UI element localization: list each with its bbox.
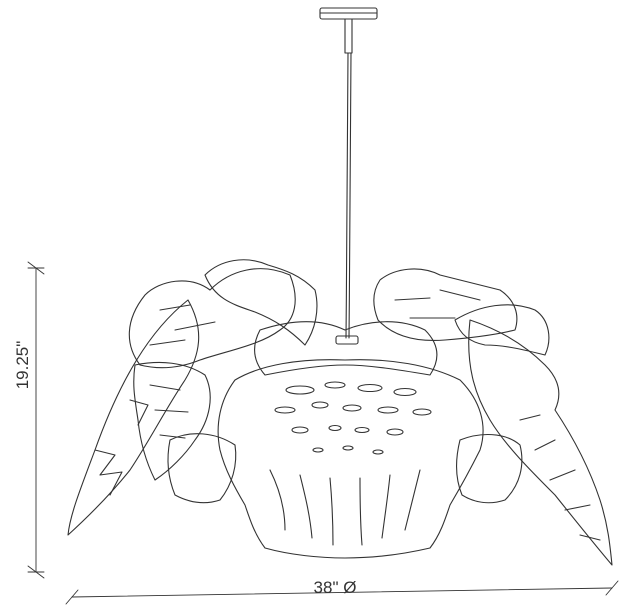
suspension-cable <box>345 52 352 339</box>
ceiling-canopy <box>319 7 378 54</box>
monstera-leaves <box>67 259 613 566</box>
width-dimension-line <box>65 580 619 605</box>
height-dimension-label: 19.25" <box>13 340 32 390</box>
fixture-cap <box>335 335 359 345</box>
height-dimension-line <box>27 261 45 579</box>
width-dimension-label: 38" Ø <box>313 578 357 597</box>
